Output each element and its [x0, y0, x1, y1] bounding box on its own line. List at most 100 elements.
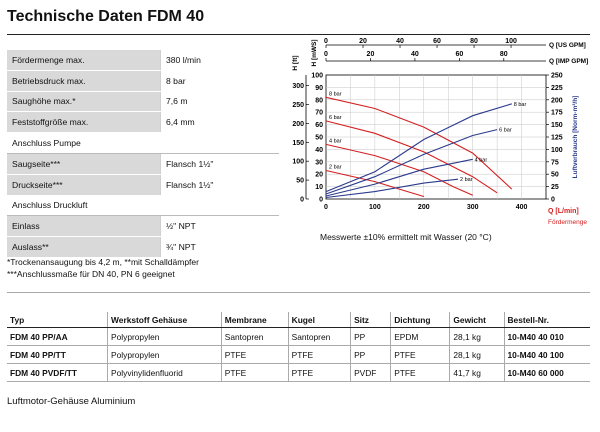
spec-label: Einlass [7, 215, 161, 238]
table-cell: PTFE [390, 345, 450, 364]
spec-section-label: Anschluss Pumpe [7, 132, 279, 154]
air-curve-label: 8 bar [514, 102, 527, 108]
performance-curve-label: 6 bar [329, 115, 342, 121]
column-header: Sitz [350, 312, 391, 328]
table-cell: PTFE [220, 345, 289, 364]
y-mws-tick-label: 90 [315, 85, 323, 92]
table-cell: FDM 40 PP/AA [7, 327, 108, 346]
table-cell: Polypropylen [107, 345, 222, 364]
table-cell: Santopren [287, 327, 351, 346]
table-cell: PTFE [287, 345, 351, 364]
air-curve [325, 129, 498, 195]
x-axis-label: Q [L/min] [548, 208, 579, 215]
spec-label: Auslass** [7, 236, 161, 258]
table-row: FDM 40 PP/TT Polypropylen PTFE PTFE PP PTFE 28… [7, 345, 590, 364]
y-mws-tick-label: 30 [315, 159, 323, 166]
top-imp-tick-label: 0 [324, 51, 328, 58]
y-air-tick-label: 150 [551, 122, 563, 129]
spec-label: Fördermenge max. [7, 50, 161, 71]
top-us-tick-label: 100 [505, 38, 517, 45]
x-tick-label: 200 [418, 204, 430, 211]
footer-note: Luftmotor-Gehäuse Aluminium [7, 396, 136, 407]
y-mws-tick-label: 80 [315, 97, 323, 104]
y-air-tick-label: 225 [551, 85, 563, 92]
spec-value: ½" NPT [160, 215, 279, 238]
y-mws-tick-label: 20 [315, 172, 323, 179]
y-ft-tick-label: 50 [296, 178, 304, 185]
y-air-tick-label: 0 [551, 197, 555, 204]
footnote-1: *Trockenansaugung bis 4,2 m, **mit Schal… [7, 257, 199, 267]
y-mws-axis-label: H [mWS] [311, 39, 318, 66]
column-header: Dichtung [390, 312, 450, 328]
spec-label: Saugseite*** [7, 153, 161, 175]
table-cell: 10-M40 40 010 [503, 327, 590, 346]
column-header: Gewicht [449, 312, 504, 328]
footnotes: *Trockenansaugung bis 4,2 m, **mit Schal… [7, 256, 199, 280]
table-cell: 41,7 kg [449, 363, 504, 382]
performance-curve-label: 8 bar [329, 91, 342, 97]
table-cell: EPDM [390, 327, 450, 346]
table-cell: PTFE [390, 363, 450, 382]
table-cell: 28,1 kg [449, 327, 504, 346]
spec-value: 6,4 mm [160, 111, 279, 134]
table-cell: 28,1 kg [449, 345, 504, 364]
top-us-tick-label: 20 [359, 38, 367, 45]
y-mws-tick-label: 70 [315, 110, 323, 117]
x-tick-label: 400 [516, 204, 528, 211]
column-header: Membrane [220, 312, 289, 328]
air-curve [325, 158, 473, 197]
air-curve [325, 178, 459, 199]
y-ft-tick-label: 150 [292, 140, 304, 147]
x-tick-label: 100 [369, 204, 381, 211]
y-ft-tick-label: 250 [292, 102, 304, 109]
spec-label: Feststoffgröße max. [7, 111, 161, 134]
spec-value: 380 l/min [160, 50, 279, 71]
y-air-axis-label: Luftverbrauch [Norm-m³/h] [572, 96, 579, 179]
spec-label: Betriebsdruck max. [7, 70, 161, 92]
top-imp-tick-label: 80 [500, 51, 508, 58]
spec-table: Fördermenge max. 380 l/min Betriebsdruck m… [7, 50, 279, 258]
air-curve-label: 6 bar [499, 128, 512, 134]
spec-row: Druckseite*** Flansch 1½" [7, 174, 279, 196]
top-us-tick-label: 40 [396, 38, 404, 45]
column-header: Bestell-Nr. [503, 312, 590, 328]
y-ft-axis-label: H [ft] [292, 55, 299, 70]
footnote-2: ***Anschlussmaße für DN 40, PN 6 geeigne… [7, 269, 175, 279]
spec-row: Einlass ½" NPT [7, 215, 279, 238]
table-row: FDM 40 PVDF/TT Polyvinylidenfluorid PTFE PT… [7, 363, 590, 382]
table-cell: PP [350, 345, 391, 364]
y-ft-tick-label: 100 [292, 159, 304, 166]
spec-row: Betriebsdruck max. 8 bar [7, 70, 279, 92]
spec-row: Auslass** ¾" NPT [7, 236, 279, 258]
top-imp-axis-label: Q [IMP GPM] [549, 58, 588, 65]
y-air-tick-label: 175 [551, 110, 563, 117]
table-cell: Polyvinylidenfluorid [107, 363, 222, 382]
table-cell: 10-M40 40 100 [503, 345, 590, 364]
spec-section: Anschluss Druckluft [7, 195, 279, 217]
top-imp-tick-label: 60 [455, 51, 463, 58]
y-air-tick-label: 100 [551, 147, 563, 154]
air-curve-label: 4 bar [475, 157, 488, 163]
table-cell: FDM 40 PP/TT [7, 345, 108, 364]
spec-row: Fördermenge max. 380 l/min [7, 50, 279, 71]
y-air-tick-label: 25 [551, 184, 559, 191]
table-cell: PVDF [350, 363, 391, 382]
table-cell: Polypropylen [107, 327, 222, 346]
column-header: Typ [7, 312, 108, 328]
performance-curve [325, 143, 473, 196]
top-imp-tick-label: 40 [411, 51, 419, 58]
table-cell: Santopren [220, 327, 289, 346]
spec-row: Saugseite*** Flansch 1½" [7, 153, 279, 175]
y-mws-tick-label: 10 [315, 184, 323, 191]
y-air-tick-label: 50 [551, 172, 559, 179]
top-us-axis-label: Q [US GPM] [549, 42, 586, 49]
top-us-tick-label: 60 [433, 38, 441, 45]
separator-rule [7, 292, 590, 293]
y-air-tick-label: 125 [551, 135, 563, 142]
spec-label: Saughöhe max.* [7, 91, 161, 113]
table-cell: PP [350, 327, 391, 346]
y-ft-tick-label: 300 [292, 83, 304, 90]
page-title: Technische Daten FDM 40 [7, 8, 205, 25]
performance-curve-label: 4 bar [329, 138, 342, 144]
